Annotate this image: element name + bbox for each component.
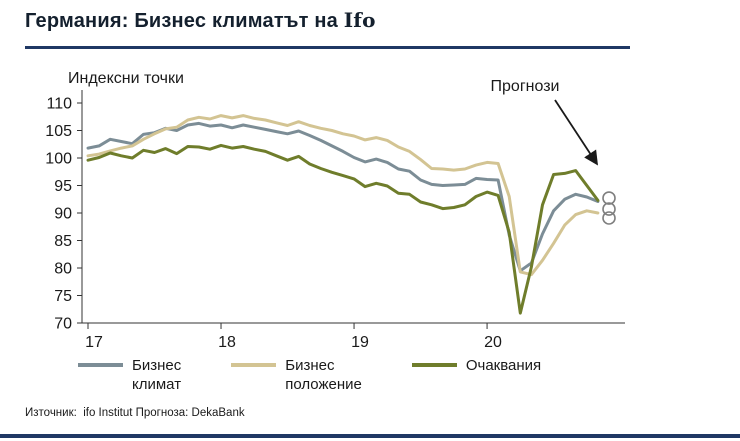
y-tick-label: 100 (45, 151, 72, 168)
x-tick-label: 18 (218, 334, 236, 351)
x-tick-label: 19 (351, 334, 369, 351)
legend-item-business-situation: Бизнес положение (231, 356, 362, 394)
chart-legend: Бизнес климат Бизнес положение Очаквания (78, 356, 541, 394)
y-tick-label: 95 (54, 178, 72, 195)
forecast-point-climate (602, 191, 616, 205)
y-tick-label: 75 (54, 288, 72, 305)
legend-item-expectations: Очаквания (411, 356, 541, 394)
series-line-climate (86, 121, 600, 273)
legend-label-line: климат (132, 376, 182, 393)
y-tick-label: 70 (54, 316, 72, 333)
y-tick-label: 85 (54, 233, 72, 250)
legend-label: Очаквания (466, 356, 541, 375)
x-tick-label: 20 (484, 334, 502, 351)
series-line-expectations (86, 143, 600, 315)
legend-label: Бизнес положение (285, 356, 362, 394)
bottom-divider (0, 434, 740, 438)
y-tick-label: 110 (46, 96, 72, 113)
legend-label-line: Бизнес (285, 357, 335, 374)
forecast-point-situation (602, 202, 616, 216)
y-tick-label: 105 (45, 123, 72, 140)
legend-swatch-climate (78, 363, 123, 367)
legend-swatch-expectations (411, 363, 457, 367)
plot-area: 110 105 100 95 90 85 80 75 70 17 18 19 20 (45, 90, 625, 351)
y-axis-title: Индексни точки (68, 70, 184, 87)
forecast-annotation: Прогнози (491, 78, 560, 95)
legend-swatch-situation (231, 363, 277, 367)
title-suffix: Ifo (343, 8, 376, 32)
page-title: Германия: Бизнес климатът на Ifo (25, 8, 376, 33)
title-main: Германия: Бизнес климатът на (25, 10, 344, 32)
legend-item-business-climate: Бизнес климат (78, 356, 181, 394)
y-tick-label: 80 (54, 261, 72, 278)
legend-label-line: Очаквания (465, 357, 542, 374)
series-line-situation (86, 114, 600, 277)
title-divider (25, 46, 630, 49)
source-note: Източник: ifo Institut Прогноза: DekaBan… (25, 407, 245, 419)
forecast-point-expectations (602, 211, 616, 225)
ifo-line-chart: Индексни точки Прогнози 110 105 100 95 90 85 8… (45, 70, 625, 351)
x-tick-label: 17 (85, 334, 103, 351)
legend-label-line: Бизнес (132, 357, 182, 374)
y-tick-label: 90 (54, 206, 72, 223)
legend-label: Бизнес климат (132, 356, 181, 394)
forecast-arrow-icon (554, 99, 598, 166)
legend-label-line: положение (285, 376, 362, 393)
